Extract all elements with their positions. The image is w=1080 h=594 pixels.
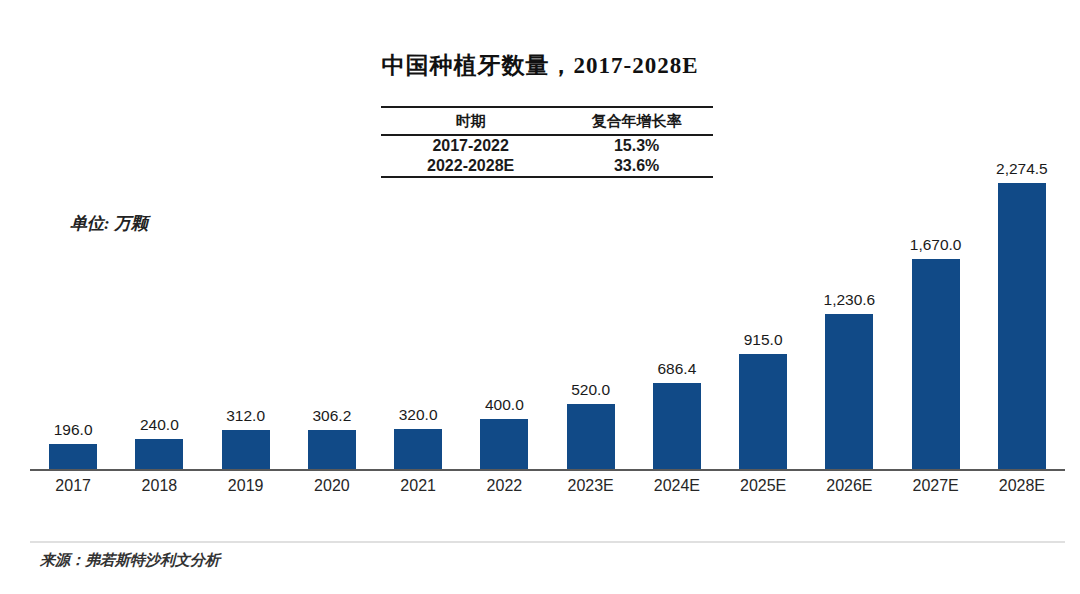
bar bbox=[825, 314, 873, 469]
bar-value-label: 400.0 bbox=[485, 396, 524, 414]
x-axis-label: 2019 bbox=[203, 477, 289, 495]
bar-column: 520.0 bbox=[548, 381, 634, 469]
bar-value-label: 2,274.5 bbox=[996, 160, 1048, 178]
x-axis-label: 2024E bbox=[634, 477, 720, 495]
bar-column: 400.0 bbox=[461, 396, 547, 469]
bar-column: 1,230.6 bbox=[806, 291, 892, 469]
x-axis-label: 2026E bbox=[806, 477, 892, 495]
x-axis-label: 2017 bbox=[30, 477, 116, 495]
bar-value-label: 196.0 bbox=[54, 421, 93, 439]
cagr-table-row: 2017-2022 15.3% bbox=[381, 135, 713, 156]
page-title: 中国种植牙数量，2017-2028E bbox=[0, 50, 1080, 81]
bar bbox=[480, 419, 528, 469]
bar-value-label: 520.0 bbox=[571, 381, 610, 399]
cagr-table-header-row: 时期 复合年增长率 bbox=[381, 107, 713, 135]
x-axis-label: 2028E bbox=[979, 477, 1065, 495]
bar bbox=[739, 354, 787, 469]
cagr-table-cell-period: 2017-2022 bbox=[381, 135, 560, 156]
source-divider bbox=[30, 541, 1065, 543]
bar-column: 240.0 bbox=[116, 416, 202, 469]
bar bbox=[653, 383, 701, 469]
bar bbox=[49, 444, 97, 469]
source-note: 来源：弗若斯特沙利文分析 bbox=[40, 551, 220, 570]
bar bbox=[308, 430, 356, 469]
x-axis-label: 2022 bbox=[461, 477, 547, 495]
bar bbox=[222, 430, 270, 469]
bar-value-label: 306.2 bbox=[312, 407, 351, 425]
bar-value-label: 240.0 bbox=[140, 416, 179, 434]
bar-column: 2,274.5 bbox=[979, 160, 1065, 469]
x-axis-label: 2018 bbox=[116, 477, 202, 495]
bar-column: 1,670.0 bbox=[893, 236, 979, 469]
bar-column: 320.0 bbox=[375, 406, 461, 469]
report-page: 中国种植牙数量，2017-2028E 时期 复合年增长率 2017-2022 1… bbox=[0, 0, 1080, 594]
x-axis-label: 2027E bbox=[893, 477, 979, 495]
bar-column: 312.0 bbox=[203, 407, 289, 469]
x-axis-label: 2021 bbox=[375, 477, 461, 495]
cagr-table-header-cagr: 复合年增长率 bbox=[560, 107, 713, 135]
bar-column: 915.0 bbox=[720, 331, 806, 469]
bar bbox=[394, 429, 442, 469]
bar-column: 306.2 bbox=[289, 407, 375, 469]
bar-column: 686.4 bbox=[634, 360, 720, 469]
x-axis-label: 2020 bbox=[289, 477, 375, 495]
bar bbox=[567, 404, 615, 469]
bar bbox=[912, 259, 960, 469]
x-axis-label: 2025E bbox=[720, 477, 806, 495]
bar-value-label: 1,670.0 bbox=[910, 236, 962, 254]
cagr-table-header-period: 时期 bbox=[381, 107, 560, 135]
bar-chart: 196.0 240.0 312.0 306.2 320.0 400.0 520.0 686.4… bbox=[30, 158, 1065, 471]
bar bbox=[998, 183, 1046, 469]
bar-column: 196.0 bbox=[30, 421, 116, 469]
bar-value-label: 320.0 bbox=[399, 406, 438, 424]
cagr-table-cell-value: 15.3% bbox=[560, 135, 713, 156]
bar-value-label: 1,230.6 bbox=[824, 291, 876, 309]
bar bbox=[135, 439, 183, 469]
x-axis-label: 2023E bbox=[548, 477, 634, 495]
bar-value-label: 686.4 bbox=[657, 360, 696, 378]
bar-value-label: 915.0 bbox=[744, 331, 783, 349]
x-axis: 2017201820192020202120222023E2024E2025E2… bbox=[30, 477, 1065, 495]
bar-value-label: 312.0 bbox=[226, 407, 265, 425]
